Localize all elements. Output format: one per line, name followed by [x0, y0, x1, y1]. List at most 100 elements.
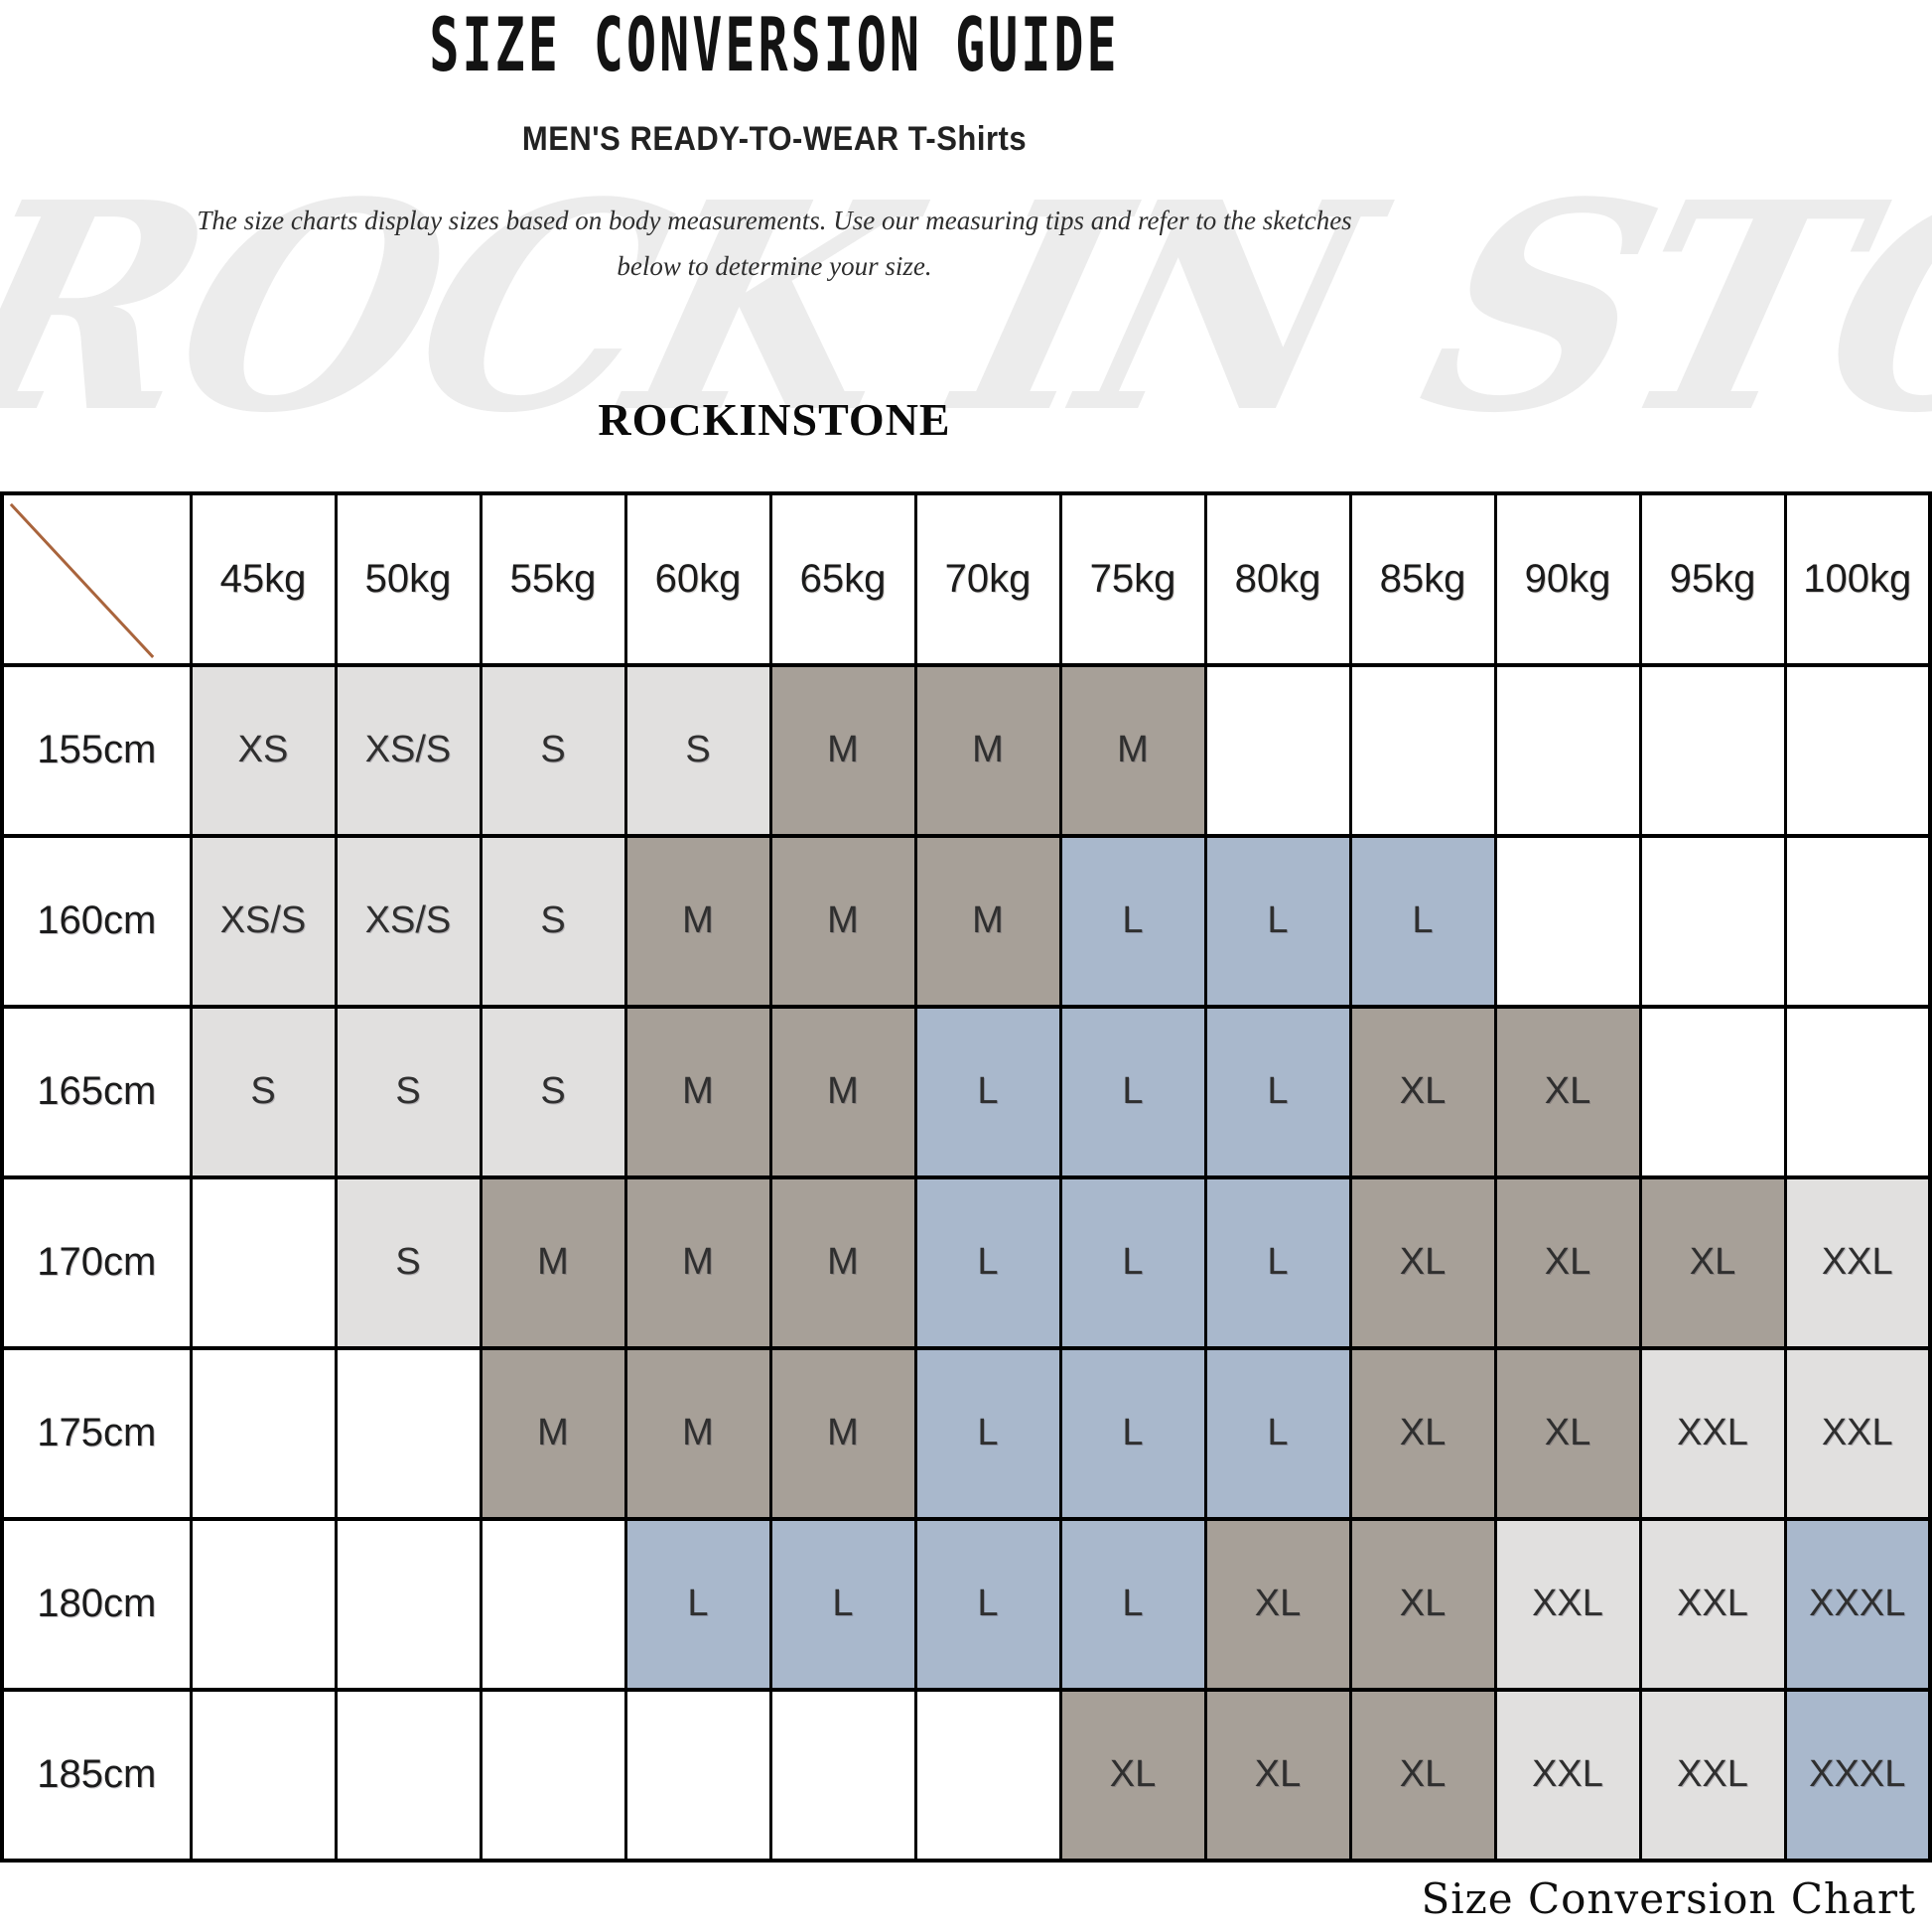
- size-cell-165cm-65kg: M: [768, 1004, 917, 1179]
- diagonal-line-icon: [9, 502, 155, 658]
- empty-cell: [334, 1687, 483, 1863]
- height-label-155cm: 155cm: [0, 662, 193, 838]
- height-label-165cm: 165cm: [0, 1004, 193, 1179]
- empty-cell: [334, 1516, 483, 1692]
- size-cell-155cm-70kg: M: [913, 662, 1062, 838]
- size-cell-160cm-45kg: XS/S: [189, 833, 338, 1009]
- size-cell-160cm-80kg: L: [1203, 833, 1352, 1009]
- size-cell-160cm-65kg: M: [768, 833, 917, 1009]
- size-cell-170cm-70kg: L: [913, 1174, 1062, 1350]
- weight-header-85kg: 85kg: [1348, 491, 1497, 667]
- size-cell-170cm-50kg: S: [334, 1174, 483, 1350]
- weight-header-90kg: 90kg: [1493, 491, 1642, 667]
- size-cell-170cm-60kg: M: [623, 1174, 772, 1350]
- empty-cell: [334, 1345, 483, 1521]
- size-cell-180cm-60kg: L: [623, 1516, 772, 1692]
- empty-cell: [189, 1516, 338, 1692]
- size-cell-175cm-55kg: M: [479, 1345, 627, 1521]
- table-row-185cm: 185cm XL XL XL XXL XXL XXXL: [0, 1687, 1932, 1863]
- weight-header-65kg: 65kg: [768, 491, 917, 667]
- empty-cell: [479, 1687, 627, 1863]
- height-label-175cm: 175cm: [0, 1345, 193, 1521]
- size-cell-155cm-65kg: M: [768, 662, 917, 838]
- diagonal-line: [9, 502, 155, 658]
- size-cell-170cm-65kg: M: [768, 1174, 917, 1350]
- empty-cell: [1783, 1004, 1932, 1179]
- size-cell-175cm-100kg: XXL: [1783, 1345, 1932, 1521]
- size-cell-170cm-80kg: L: [1203, 1174, 1352, 1350]
- size-cell-165cm-85kg: XL: [1348, 1004, 1497, 1179]
- height-label-160cm: 160cm: [0, 833, 193, 1009]
- size-cell-185cm-85kg: XL: [1348, 1687, 1497, 1863]
- empty-cell: [1348, 662, 1497, 838]
- weight-header-45kg: 45kg: [189, 491, 338, 667]
- size-cell-155cm-75kg: M: [1058, 662, 1207, 838]
- size-cell-180cm-100kg: XXXL: [1783, 1516, 1932, 1692]
- size-cell-180cm-95kg: XXL: [1638, 1516, 1787, 1692]
- size-cell-180cm-85kg: XL: [1348, 1516, 1497, 1692]
- size-cell-155cm-50kg: XS/S: [334, 662, 483, 838]
- empty-cell: [1493, 833, 1642, 1009]
- weight-header-60kg: 60kg: [623, 491, 772, 667]
- empty-cell: [1493, 662, 1642, 838]
- size-cell-170cm-90kg: XL: [1493, 1174, 1642, 1350]
- empty-cell: [189, 1174, 338, 1350]
- empty-cell: [1783, 833, 1932, 1009]
- size-cell-175cm-80kg: L: [1203, 1345, 1352, 1521]
- size-cell-170cm-55kg: M: [479, 1174, 627, 1350]
- size-cell-170cm-85kg: XL: [1348, 1174, 1497, 1350]
- weight-header-75kg: 75kg: [1058, 491, 1207, 667]
- size-cell-180cm-80kg: XL: [1203, 1516, 1352, 1692]
- weight-header-row: 45kg 50kg 55kg 60kg 65kg 70kg 75kg 80kg 85kg 90kg…: [0, 491, 1932, 667]
- size-cell-160cm-70kg: M: [913, 833, 1062, 1009]
- size-cell-185cm-75kg: XL: [1058, 1687, 1207, 1863]
- page-title-text: SIZE CONVERSION GUIDE: [429, 2, 1120, 88]
- size-cell-155cm-45kg: XS: [189, 662, 338, 838]
- description-line-1: The size charts display sizes based on b…: [197, 206, 1352, 235]
- size-cell-185cm-90kg: XXL: [1493, 1687, 1642, 1863]
- size-cell-175cm-70kg: L: [913, 1345, 1062, 1521]
- size-cell-160cm-60kg: M: [623, 833, 772, 1009]
- footer-caption: Size Conversion Chart: [1421, 1874, 1916, 1923]
- size-cell-170cm-95kg: XL: [1638, 1174, 1787, 1350]
- empty-cell: [479, 1516, 627, 1692]
- table-row-180cm: 180cm L L L L XL XL XXL XXL XXXL: [0, 1516, 1932, 1692]
- size-cell-155cm-55kg: S: [479, 662, 627, 838]
- table-row-165cm: 165cm S S S M M L L L XL XL: [0, 1004, 1932, 1179]
- size-cell-175cm-65kg: M: [768, 1345, 917, 1521]
- size-cell-165cm-70kg: L: [913, 1004, 1062, 1179]
- empty-cell: [1638, 833, 1787, 1009]
- brand-name: ROCKINSTONE: [598, 394, 951, 445]
- empty-cell: [623, 1687, 772, 1863]
- size-cell-185cm-80kg: XL: [1203, 1687, 1352, 1863]
- size-cell-165cm-75kg: L: [1058, 1004, 1207, 1179]
- size-cell-165cm-45kg: S: [189, 1004, 338, 1179]
- weight-header-55kg: 55kg: [479, 491, 627, 667]
- size-cell-165cm-55kg: S: [479, 1004, 627, 1179]
- height-label-180cm: 180cm: [0, 1516, 193, 1692]
- size-cell-180cm-70kg: L: [913, 1516, 1062, 1692]
- size-cell-165cm-60kg: M: [623, 1004, 772, 1179]
- weight-header-95kg: 95kg: [1638, 491, 1787, 667]
- empty-cell: [1203, 662, 1352, 838]
- empty-cell: [189, 1345, 338, 1521]
- size-cell-165cm-80kg: L: [1203, 1004, 1352, 1179]
- size-cell-165cm-90kg: XL: [1493, 1004, 1642, 1179]
- size-cell-185cm-100kg: XXXL: [1783, 1687, 1932, 1863]
- height-label-185cm: 185cm: [0, 1687, 193, 1863]
- empty-cell: [1638, 1004, 1787, 1179]
- table-row-175cm: 175cm M M M L L L XL XL XXL XXL: [0, 1345, 1932, 1521]
- size-cell-160cm-75kg: L: [1058, 833, 1207, 1009]
- table-row-155cm: 155cm XS XS/S S S M M M: [0, 662, 1932, 838]
- size-cell-155cm-60kg: S: [623, 662, 772, 838]
- empty-cell: [768, 1687, 917, 1863]
- size-cell-170cm-100kg: XXL: [1783, 1174, 1932, 1350]
- size-cell-160cm-55kg: S: [479, 833, 627, 1009]
- weight-header-50kg: 50kg: [334, 491, 483, 667]
- weight-header-100kg: 100kg: [1783, 491, 1932, 667]
- subtitle: MEN'S READY-TO-WEAR T-Shirts: [521, 119, 1028, 158]
- corner-diagonal-cell: [0, 491, 193, 667]
- size-cell-160cm-85kg: L: [1348, 833, 1497, 1009]
- empty-cell: [189, 1687, 338, 1863]
- size-cell-180cm-90kg: XXL: [1493, 1516, 1642, 1692]
